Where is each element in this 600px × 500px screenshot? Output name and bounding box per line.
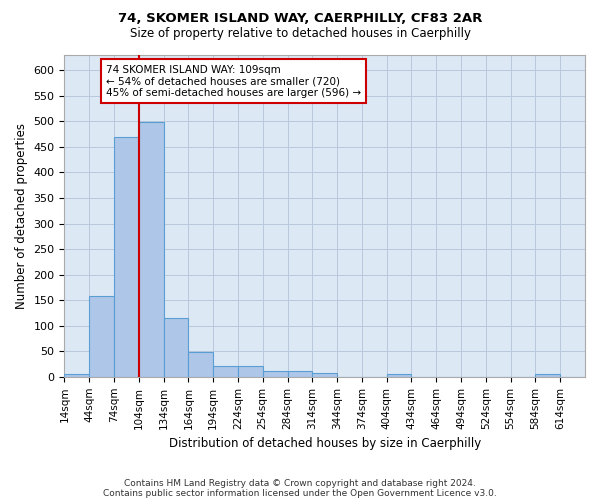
Bar — [89, 296, 114, 377]
Bar — [213, 366, 238, 377]
Bar — [114, 136, 139, 377]
Text: Contains public sector information licensed under the Open Government Licence v3: Contains public sector information licen… — [103, 488, 497, 498]
Bar — [238, 366, 263, 377]
Bar — [64, 374, 89, 377]
Bar — [386, 374, 412, 377]
Bar — [139, 122, 164, 377]
Bar — [263, 370, 287, 377]
Bar — [287, 370, 313, 377]
Text: Size of property relative to detached houses in Caerphilly: Size of property relative to detached ho… — [130, 28, 470, 40]
Bar — [535, 374, 560, 377]
Bar — [313, 372, 337, 377]
Text: Contains HM Land Registry data © Crown copyright and database right 2024.: Contains HM Land Registry data © Crown c… — [124, 478, 476, 488]
X-axis label: Distribution of detached houses by size in Caerphilly: Distribution of detached houses by size … — [169, 437, 481, 450]
Bar — [164, 318, 188, 377]
Y-axis label: Number of detached properties: Number of detached properties — [15, 123, 28, 309]
Bar — [188, 352, 213, 377]
Text: 74, SKOMER ISLAND WAY, CAERPHILLY, CF83 2AR: 74, SKOMER ISLAND WAY, CAERPHILLY, CF83 … — [118, 12, 482, 26]
Text: 74 SKOMER ISLAND WAY: 109sqm
← 54% of detached houses are smaller (720)
45% of s: 74 SKOMER ISLAND WAY: 109sqm ← 54% of de… — [106, 64, 361, 98]
